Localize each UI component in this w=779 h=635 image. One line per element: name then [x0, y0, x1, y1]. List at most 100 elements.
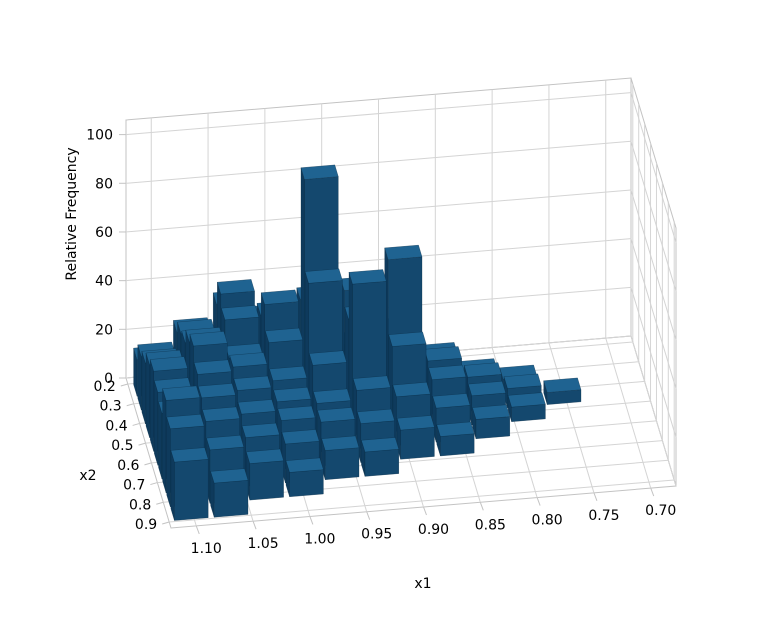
wall-grid-z-right: [630, 189, 677, 341]
bar-top-face: [396, 415, 435, 431]
x1-tick-mark: [650, 487, 655, 497]
x1-tick-mark: [252, 520, 257, 530]
tick-labels: 1.10 1.05 1.00 0.95 0.9 0 0.85 0.80 0.75 0.70 0.2 0…: [86, 128, 676, 557]
bar-top-face: [361, 437, 400, 453]
x2-axis-label: x2: [79, 468, 97, 484]
bar-top-face: [304, 268, 343, 284]
z-tick-label: 0: [104, 371, 113, 387]
x1-tick-label: 1.05: [247, 536, 278, 552]
bar-top-face: [352, 375, 391, 391]
bar: [472, 404, 511, 440]
bar-front-face: [324, 447, 360, 480]
wall-grid-z-right: [630, 287, 677, 438]
x2-tick-mark: [162, 521, 170, 525]
bar-top-face: [543, 377, 582, 393]
x2-tick-mark: [144, 462, 152, 466]
bar: [436, 421, 475, 457]
bar-top-face: [189, 331, 228, 347]
bar-top-face: [237, 399, 276, 415]
bar: [543, 377, 582, 405]
x1-tick-label: 0.95: [361, 527, 392, 543]
x1-tick-mark: [423, 506, 427, 516]
floor-grid-x1: [548, 342, 595, 493]
x1-tick-label: 1.00: [304, 531, 335, 547]
x1-tick-label: 0.80: [532, 513, 563, 529]
bar-top-face: [166, 414, 205, 430]
x1-tick-mark: [593, 492, 598, 502]
bar-top-face: [503, 373, 542, 389]
z-axis-label: Relative Frequency: [64, 147, 80, 281]
bar-top-face: [233, 375, 272, 391]
bar-front-face: [174, 459, 209, 521]
histogram-bars: [133, 164, 582, 521]
bar-side-face: [154, 380, 159, 466]
wall-grid-z-right: [630, 335, 677, 487]
bar-top-face: [273, 387, 312, 403]
bar-top-face: [317, 407, 356, 423]
x1-tick-mark: [536, 497, 541, 506]
bar: [285, 457, 324, 498]
bar-top-face: [260, 289, 299, 305]
bar-top-face: [472, 404, 511, 420]
bar-front-face: [213, 480, 249, 518]
bar-top-face: [149, 356, 188, 372]
x1-tick-mark: [479, 502, 484, 511]
bar-top-face: [216, 279, 255, 295]
bar-top-face: [308, 350, 347, 366]
bar-top-face: [348, 269, 387, 285]
x2-tick-label: 0.3: [99, 399, 121, 415]
z-tick-label: 40: [95, 274, 113, 290]
bar: [321, 435, 360, 480]
bar-top-face: [264, 327, 304, 343]
bar-front-face: [475, 416, 511, 440]
x2-tick-label: 0.9: [135, 517, 157, 533]
wall-grid-z-right: [630, 141, 677, 292]
bar-top-face: [162, 385, 201, 401]
bar-top-face: [436, 421, 475, 437]
x1-tick-mark: [195, 525, 200, 535]
right-wall-pane: [630, 77, 677, 487]
x2-tick-label: 0.2: [94, 379, 116, 395]
x1-tick-label: 0.70: [645, 503, 676, 519]
x1-tick-label: 0.75: [588, 508, 619, 524]
bar-top-face: [285, 457, 324, 473]
x2-tick-mark: [126, 403, 134, 407]
bar-top-face: [313, 388, 352, 404]
x2-tick-mark: [156, 501, 164, 505]
wall-grid-z-left: [125, 140, 632, 184]
wall-grid-z-right: [630, 92, 677, 243]
bar: [170, 447, 209, 521]
bar-side-face: [149, 359, 154, 452]
bar: [210, 468, 249, 518]
bar-front-face: [400, 426, 435, 460]
bar-top-face: [170, 447, 209, 463]
bar: [245, 448, 284, 501]
x2-tick-label: 0.4: [105, 418, 127, 434]
bar-top-face: [229, 352, 268, 368]
bar: [361, 437, 400, 477]
x2-tick-mark: [138, 442, 146, 446]
bar-top-face: [245, 448, 284, 464]
x2-tick-label: 0.6: [117, 458, 139, 474]
bar-side-face: [145, 352, 150, 438]
z-tick-label: 80: [95, 176, 113, 192]
wall-grid-z-left: [125, 189, 632, 233]
bar-top-face: [206, 435, 245, 451]
bar-top-face: [356, 408, 395, 424]
wall-grid-z-left: [125, 92, 632, 136]
x1-axis-label: x1: [414, 576, 432, 592]
bar-front-face: [440, 433, 475, 457]
bar-top-face: [384, 244, 423, 260]
x1-tick-label: 0.85: [475, 517, 506, 533]
x1-tick-label: 1.10: [191, 541, 222, 557]
bar-front-face: [289, 469, 324, 498]
bar-side-face: [162, 388, 167, 493]
z-tick-label: 20: [95, 322, 113, 338]
bar-top-face: [507, 392, 546, 408]
bar: [396, 415, 435, 460]
bar-top-face: [432, 393, 471, 409]
bar-side-face: [166, 417, 171, 507]
z-tick-label: 60: [95, 225, 113, 241]
